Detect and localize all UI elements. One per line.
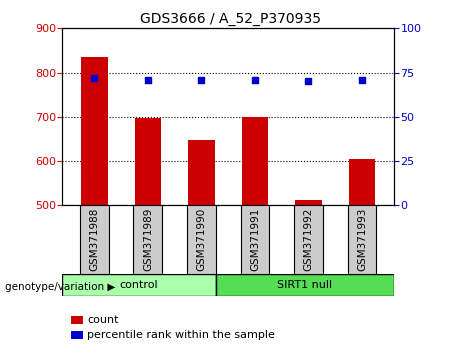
Bar [349, 159, 375, 205]
Text: percentile rank within the sample: percentile rank within the sample [87, 330, 275, 340]
Point [198, 77, 205, 82]
Bar [135, 118, 161, 205]
Bar [81, 57, 108, 205]
Bar [62, 274, 216, 296]
Bar [187, 205, 216, 274]
Text: count: count [87, 315, 118, 325]
Bar [295, 200, 322, 205]
Text: GSM371991: GSM371991 [250, 207, 260, 271]
Bar [216, 274, 394, 296]
Text: GSM371988: GSM371988 [89, 207, 100, 271]
Point [358, 77, 366, 82]
Bar [294, 205, 323, 274]
Text: GSM371993: GSM371993 [357, 207, 367, 271]
Text: GSM371990: GSM371990 [196, 207, 207, 271]
Point [91, 75, 98, 81]
Point [144, 77, 152, 82]
Bar [133, 205, 162, 274]
Bar [241, 205, 269, 274]
Bar [188, 140, 215, 205]
Text: genotype/variation ▶: genotype/variation ▶ [5, 282, 115, 292]
Point [251, 77, 259, 82]
Bar [242, 117, 268, 205]
Point [305, 79, 312, 84]
Text: GDS3666 / A_52_P370935: GDS3666 / A_52_P370935 [140, 12, 321, 27]
Text: GSM371989: GSM371989 [143, 207, 153, 271]
Text: GSM371992: GSM371992 [303, 207, 313, 271]
Text: control: control [120, 280, 159, 290]
Bar [80, 205, 109, 274]
Bar [348, 205, 377, 274]
Text: SIRT1 null: SIRT1 null [278, 280, 332, 290]
